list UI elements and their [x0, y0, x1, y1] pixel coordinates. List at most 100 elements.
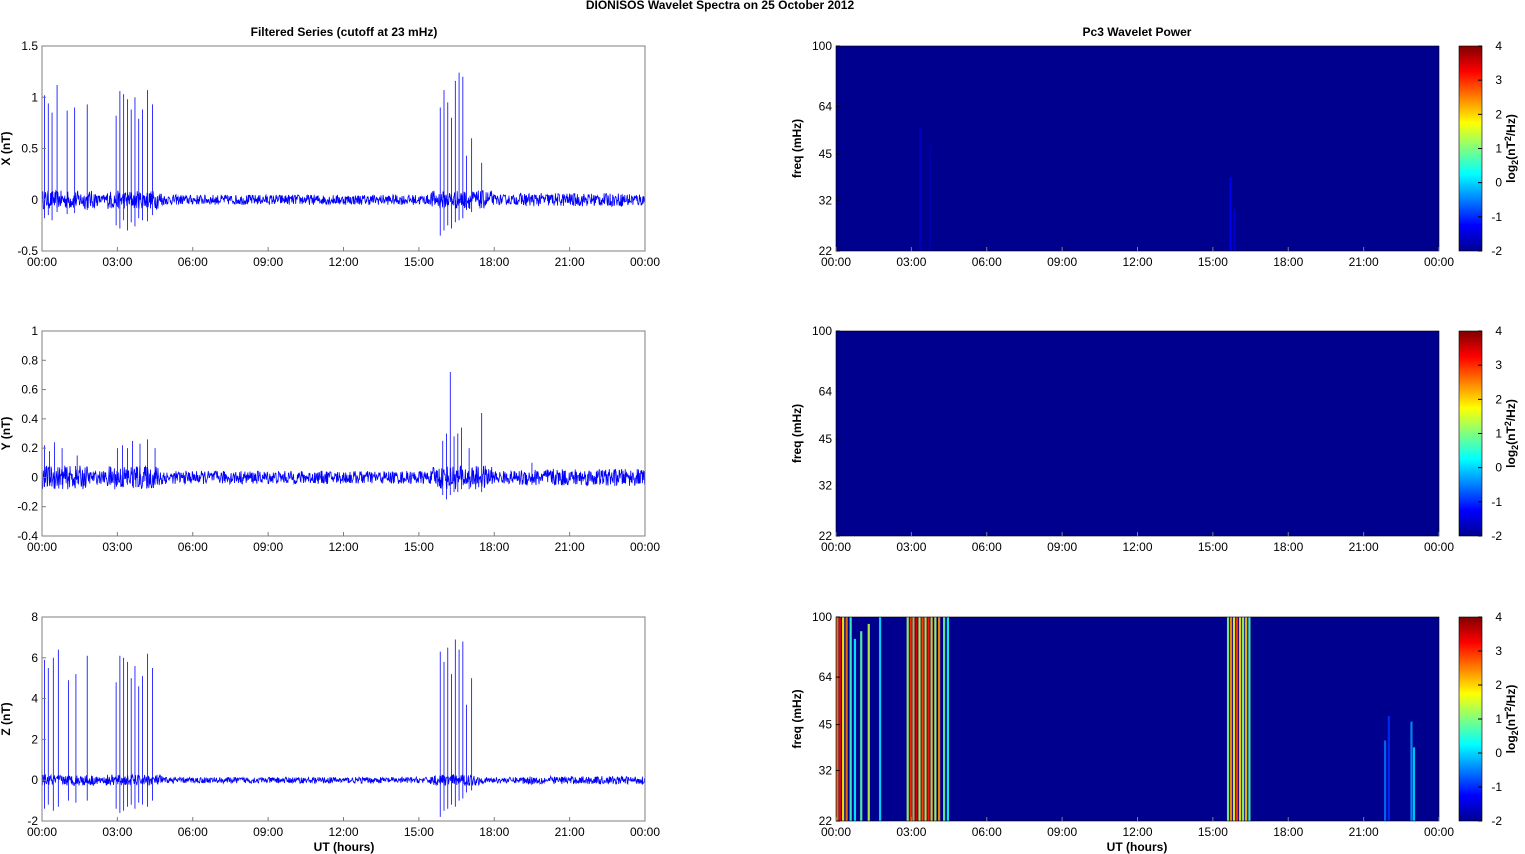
y-tick-label: 45	[819, 718, 833, 732]
x-tick-label: 18:00	[479, 255, 509, 269]
series-line	[41, 465, 646, 490]
y-tick-label: 1	[31, 324, 38, 338]
colorbar-tick-label: -1	[1491, 210, 1502, 224]
x-tick-label: 06:00	[972, 255, 1002, 269]
y-tick-label: 32	[819, 478, 833, 492]
power-streak	[1239, 617, 1242, 821]
colorbar-tick-label: 3	[1495, 644, 1502, 658]
y-tick-label: 8	[31, 610, 38, 624]
y-tick-label: 64	[819, 670, 833, 684]
colorbar-tick-label: 3	[1495, 73, 1502, 87]
colorbar-tick-label: 0	[1495, 746, 1502, 760]
x-tick-label: 18:00	[1273, 825, 1303, 839]
x-tick-label: 00:00	[27, 825, 57, 839]
z-series-panel: -2 0 2 4 6 8 00:00 03:00 06:00 09:00 12:00 15:00 18:…	[0, 610, 660, 839]
y-tick-label: 0.2	[21, 441, 38, 455]
x-tick-label: 06:00	[178, 825, 208, 839]
x-tick-label: 12:00	[1122, 540, 1152, 554]
x-tick-label: 18:00	[479, 540, 509, 554]
power-streak	[934, 617, 937, 821]
y-tick-label: 0	[31, 193, 38, 207]
heatmap-background	[836, 46, 1439, 251]
y-tick-label: -0.4	[17, 529, 38, 543]
y-series-panel: -0.4 -0.2 0 0.2 0.4 0.6 0.8 1 00:00 03:00 06:00 09:…	[0, 324, 660, 554]
x-tick-label: 15:00	[1198, 255, 1228, 269]
x-tick-label: 06:00	[972, 825, 1002, 839]
y-tick-label: 22	[819, 814, 833, 828]
y-tick-label: 4	[31, 692, 38, 706]
plot-area	[42, 617, 645, 821]
power-streak	[1410, 721, 1413, 821]
x-tick-label: 21:00	[555, 825, 585, 839]
x-tick-label: 12:00	[1122, 825, 1152, 839]
power-streak	[1245, 617, 1248, 821]
x-tick-label: 00:00	[630, 255, 660, 269]
y-tick-label: 0.8	[21, 353, 38, 367]
x-tick-label: 18:00	[1273, 540, 1303, 554]
x-tick-label: 03:00	[102, 540, 132, 554]
power-streak	[1229, 617, 1233, 821]
colorbar-tick-label: 4	[1495, 324, 1502, 338]
x-tick-label: 15:00	[1198, 825, 1228, 839]
y-tick-label: 32	[819, 193, 833, 207]
x-tick-label: 06:00	[972, 540, 1002, 554]
x-tick-label: 00:00	[1424, 540, 1454, 554]
x-tick-label: 12:00	[328, 255, 358, 269]
plot-area	[42, 331, 645, 536]
power-streak	[1412, 747, 1416, 821]
power-streak	[1383, 740, 1387, 821]
colorbar-tick-label: 4	[1495, 39, 1502, 53]
power-streak	[860, 631, 863, 821]
y-tick-label: 32	[819, 764, 833, 778]
x-tick-label: 15:00	[404, 825, 434, 839]
power-streak	[915, 617, 918, 821]
x-tick-label: 09:00	[253, 825, 283, 839]
x-tick-label: 18:00	[479, 825, 509, 839]
power-streak	[918, 617, 921, 821]
x-tick-label: 21:00	[1349, 540, 1379, 554]
x-tick-label: 21:00	[1349, 255, 1379, 269]
colorbar-label: log2(nT2/Hz)	[1503, 685, 1520, 754]
power-streak	[906, 617, 909, 821]
colorbar-tick-label: -1	[1491, 780, 1502, 794]
y-tick-label: -0.2	[17, 500, 38, 514]
power-streak	[1233, 209, 1236, 251]
power-streak	[912, 617, 915, 821]
y-tick-label: 22	[819, 529, 833, 543]
power-streak	[946, 617, 950, 821]
colorbar-tick-label: 1	[1495, 142, 1502, 156]
power-streak	[921, 617, 924, 821]
x-tick-label: 21:00	[1349, 825, 1379, 839]
y-tick-label: 100	[812, 39, 832, 53]
y-tick-label: -0.5	[17, 244, 38, 258]
power-streak	[878, 617, 882, 821]
power-streak	[1232, 617, 1236, 821]
x-tick-label: 21:00	[555, 255, 585, 269]
x-tick-label: 00:00	[27, 255, 57, 269]
power-streak	[836, 617, 839, 821]
plot-area	[42, 46, 645, 251]
power-streak	[938, 617, 941, 821]
y-tick-label: 100	[812, 324, 832, 338]
x-tick-label: 03:00	[896, 540, 926, 554]
x-tick-label: 00:00	[821, 255, 851, 269]
colorbar-tick-label: -2	[1491, 529, 1502, 543]
power-streak	[929, 145, 932, 251]
power-streak	[924, 617, 927, 821]
power-streak	[842, 617, 845, 821]
x-tick-label: 12:00	[328, 540, 358, 554]
y-tick-label: 2	[31, 732, 38, 746]
y-tick-label: 100	[812, 610, 832, 624]
x-tick-label: 09:00	[1047, 825, 1077, 839]
y-axis-label: X (nT)	[0, 132, 13, 166]
heatmap-background	[836, 331, 1439, 536]
power-streak	[1235, 617, 1239, 821]
colorbar-label: log2(nT2/Hz)	[1503, 399, 1520, 468]
y-tick-label: 1	[31, 90, 38, 104]
y-axis-label: freq (mHz)	[790, 689, 804, 748]
x-tick-label: 15:00	[1198, 540, 1228, 554]
figure-suptitle: DIONISOS Wavelet Spectra on 25 October 2…	[586, 0, 855, 12]
x-tick-label: 18:00	[1273, 255, 1303, 269]
